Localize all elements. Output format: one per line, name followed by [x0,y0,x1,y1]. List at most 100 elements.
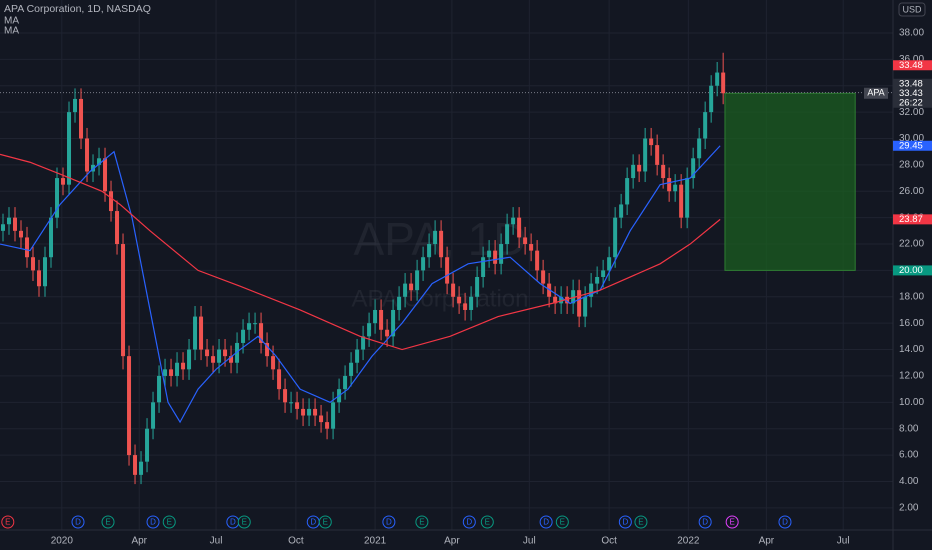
candle-body [463,303,468,310]
event-marker [618,515,632,529]
candle-body [343,375,348,390]
candle-body [313,408,318,416]
candle-body [589,283,594,297]
candle-body [43,257,48,287]
event-label: D [466,518,472,527]
event-marker [555,515,569,529]
candle-body [289,402,294,404]
candle-body [709,85,714,113]
candle-body [37,270,42,287]
event-marker [415,515,429,529]
candle-body [319,415,324,423]
currency-box[interactable] [898,2,926,17]
price-label-box [893,88,932,99]
candle-body [301,408,306,416]
candle-body [715,72,720,86]
candle-body [595,277,600,284]
candle-body [511,217,516,225]
candle-body [61,178,66,185]
y-tick-label: 16.00 [899,318,924,329]
candle-body [703,112,708,139]
event-label: D [782,518,788,527]
candle-body [259,323,264,343]
candle-body [121,244,126,357]
candle-body [163,369,168,376]
symbol-tag: APA [867,88,884,98]
candle-body [505,224,510,245]
event-marker [698,515,712,529]
legend-entry: MA [4,26,19,37]
event-label: D [230,518,236,527]
candle-body [13,217,18,231]
event-label: E [560,518,565,527]
candle-body [427,244,432,258]
candle-body [721,72,726,94]
candle-body [295,402,300,409]
y-tick-label: 12.00 [899,371,924,382]
candle-body [571,290,576,304]
price-label: 26:22 [899,97,923,108]
candle-body [643,138,648,172]
candle-body [85,138,90,172]
event-label: E [105,518,110,527]
candle-body [445,257,450,284]
candle-body [157,375,162,403]
candle-body [271,356,276,370]
candle-body [49,217,54,258]
legend-entry: MA [4,16,19,27]
y-tick-label: 14.00 [899,344,924,355]
price-label-box [893,97,932,108]
candle-body [409,283,414,291]
event-marker [382,515,396,529]
y-tick-label: 32.00 [899,107,924,118]
price-label-box [893,265,932,276]
event-marker [778,515,792,529]
candle-body [25,237,30,258]
candle-body [247,323,252,330]
candle-body [127,356,132,456]
candle-body [451,283,456,297]
x-tick-label: 2022 [677,536,700,547]
event-marker [725,515,739,529]
candle-body [91,164,96,172]
candle-body [421,257,426,271]
candle-body [499,244,504,264]
currency[interactable]: USD [902,4,922,14]
candle-body [55,178,60,218]
x-tick-label: Apr [131,536,147,547]
candle-body [277,369,282,390]
event-marker [71,515,85,529]
y-tick-label: 30.00 [899,133,924,144]
event-marker [237,515,251,529]
watermark-name: APA Corporation [352,285,529,312]
candle-body [193,316,198,350]
candle-body [583,296,588,317]
y-tick-label: 2.00 [899,502,919,513]
event-marker [146,515,160,529]
candle-body [625,178,630,205]
y-tick-label: 22.00 [899,239,924,250]
event-marker [162,515,176,529]
candle-body [559,296,564,304]
y-tick-label: 26.00 [899,186,924,197]
candle-body [103,158,108,192]
candle-body [607,257,612,271]
candle-body [331,402,336,429]
candle-body [487,250,492,258]
event-label: E [323,518,328,527]
x-tick-label: Jul [837,536,850,547]
candle-body [265,342,270,357]
candle-body [7,217,12,225]
candle-body [439,230,444,258]
x-tick-label: Jul [523,536,536,547]
candle-body [577,290,582,317]
candle-body [187,349,192,370]
event-marker [101,515,115,529]
candle-body [403,283,408,297]
price-label-box [893,140,932,151]
candle-body [307,408,312,416]
candle-body [181,362,186,370]
moving-average-line [0,153,721,351]
candle-body [205,349,210,357]
event-label: D [310,518,316,527]
